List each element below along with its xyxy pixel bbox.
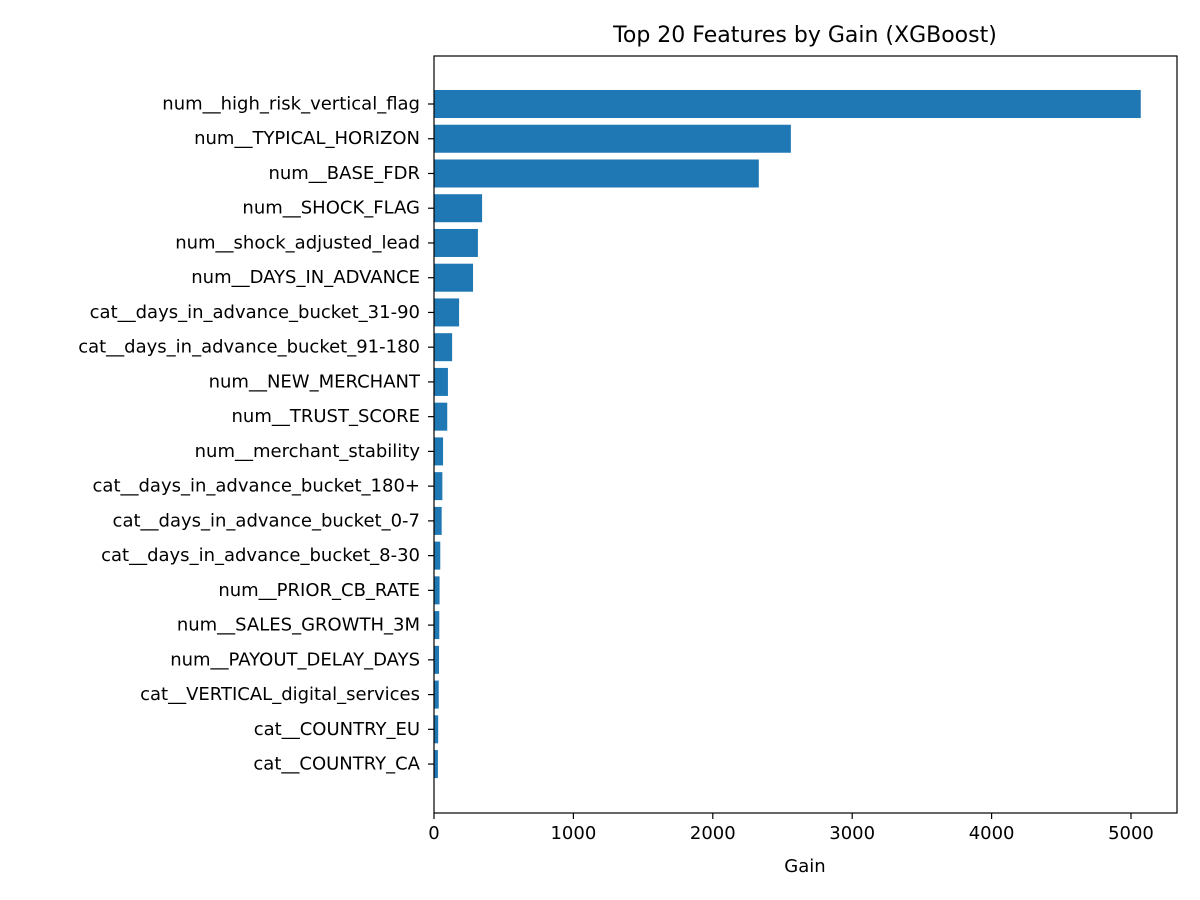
y-tick-label: cat__days_in_advance_bucket_0-7 bbox=[113, 510, 420, 531]
x-tick-label: 3000 bbox=[829, 823, 875, 844]
bar-16 bbox=[434, 645, 440, 674]
bar-19 bbox=[434, 750, 438, 779]
x-tick-label: 5000 bbox=[1108, 823, 1154, 844]
y-tick-label: cat__VERTICAL_digital_services bbox=[140, 684, 420, 705]
y-tick-label: num__high_risk_vertical_flag bbox=[162, 94, 420, 115]
bar-0 bbox=[434, 90, 1141, 118]
bar-18 bbox=[434, 715, 439, 744]
bar-14 bbox=[434, 576, 440, 605]
bar-12 bbox=[434, 506, 442, 535]
y-tick-label: num__BASE_FDR bbox=[268, 163, 420, 184]
bar-13 bbox=[434, 541, 441, 570]
x-axis-ticks: 0 1000 2000 3000 4000 5000 bbox=[428, 813, 1154, 844]
plot-frame bbox=[433, 55, 1178, 814]
bar-8 bbox=[434, 367, 448, 396]
y-tick-label: num__TRUST_SCORE bbox=[232, 406, 421, 427]
x-tick-label: 4000 bbox=[969, 823, 1015, 844]
y-tick-label: cat__days_in_advance_bucket_180+ bbox=[93, 476, 420, 497]
x-axis-label: Gain bbox=[784, 856, 825, 877]
x-tick-label: 0 bbox=[428, 823, 439, 844]
x-tick-label: 1000 bbox=[550, 823, 596, 844]
x-tick-label: 2000 bbox=[690, 823, 736, 844]
y-tick-label: num__PRIOR_CB_RATE bbox=[218, 580, 420, 601]
bar-4 bbox=[434, 228, 478, 257]
y-tick-label: num__SALES_GROWTH_3M bbox=[177, 615, 420, 636]
bar-15 bbox=[434, 611, 440, 640]
y-tick-label: cat__days_in_advance_bucket_91-180 bbox=[78, 337, 420, 358]
y-tick-label: num__shock_adjusted_lead bbox=[175, 232, 420, 253]
bar-10 bbox=[434, 437, 444, 466]
y-axis-ticks: num__high_risk_vertical_flag num__TYPICAL… bbox=[78, 94, 434, 775]
y-tick-label: num__DAYS_IN_ADVANCE bbox=[191, 267, 420, 288]
bars-group bbox=[434, 90, 1141, 779]
y-tick-label: num__SHOCK_FLAG bbox=[242, 198, 420, 219]
bar-9 bbox=[434, 402, 448, 431]
bar-2 bbox=[434, 159, 759, 188]
y-tick-label: cat__COUNTRY_CA bbox=[253, 754, 420, 775]
y-tick-label: cat__days_in_advance_bucket_8-30 bbox=[101, 545, 420, 566]
y-tick-label: num__merchant_stability bbox=[195, 441, 421, 462]
y-tick-label: num__PAYOUT_DELAY_DAYS bbox=[170, 649, 420, 670]
y-tick-label: num__NEW_MERCHANT bbox=[209, 371, 421, 392]
bar-11 bbox=[434, 472, 443, 501]
y-tick-label: cat__COUNTRY_EU bbox=[254, 719, 420, 740]
bar-1 bbox=[434, 124, 791, 153]
chart-title: Top 20 Features by Gain (XGBoost) bbox=[612, 23, 997, 48]
bar-7 bbox=[434, 333, 453, 362]
bar-6 bbox=[434, 298, 460, 327]
y-tick-label: num__TYPICAL_HORIZON bbox=[194, 128, 420, 149]
y-tick-label: cat__days_in_advance_bucket_31-90 bbox=[90, 302, 420, 323]
bar-5 bbox=[434, 263, 474, 292]
bar-17 bbox=[434, 680, 439, 709]
bar-3 bbox=[434, 194, 483, 223]
